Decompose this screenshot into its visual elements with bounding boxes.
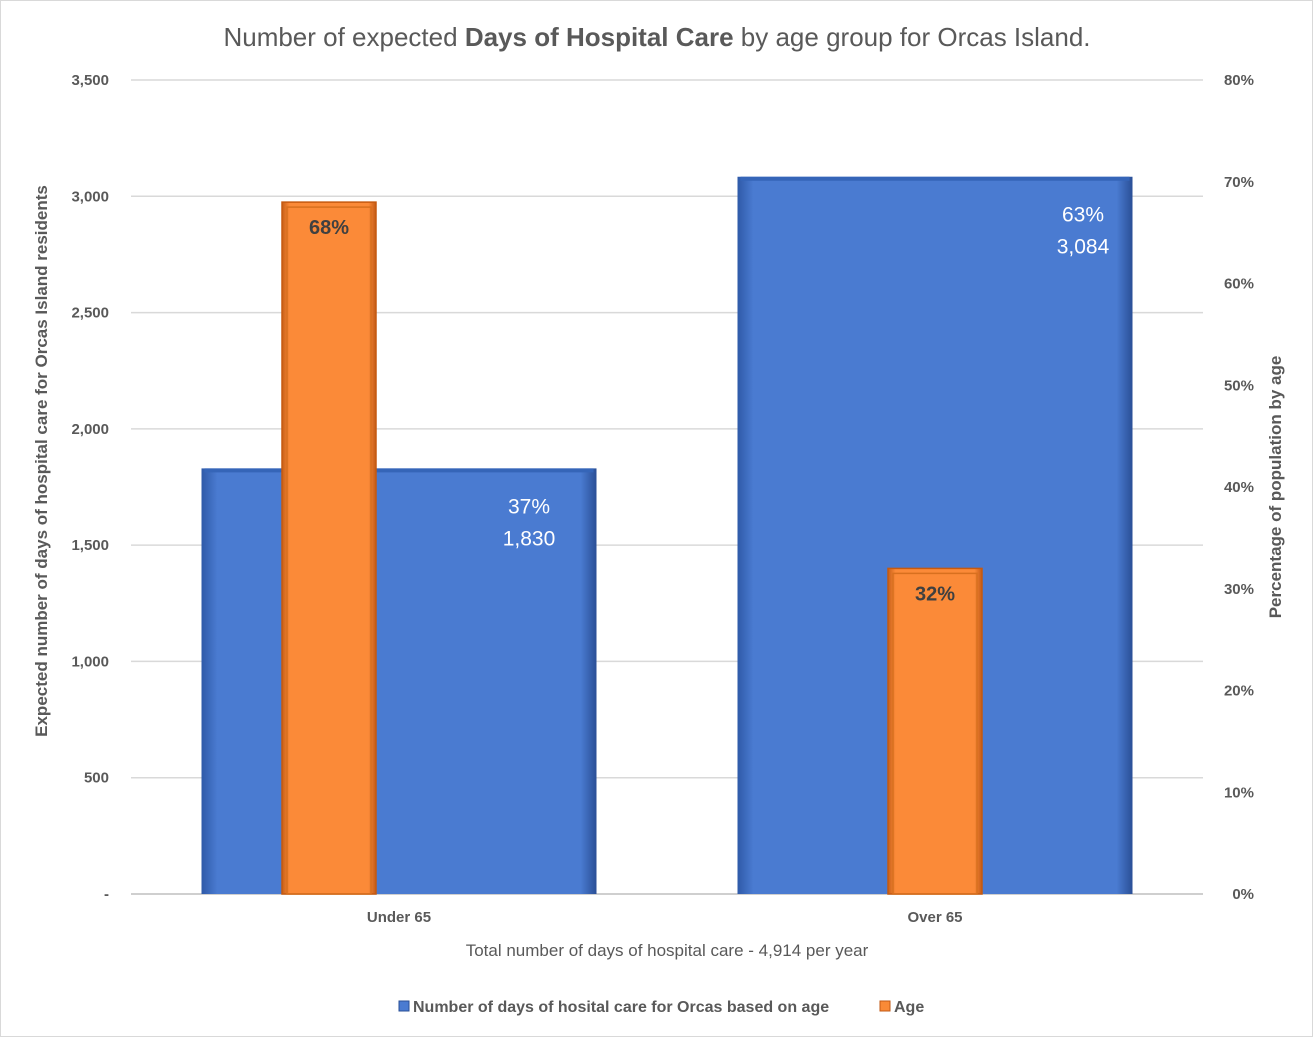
y-tick-label: 500 xyxy=(84,770,109,787)
x-axis-title: Total number of days of hospital care - … xyxy=(466,941,869,960)
tick-labels: - 500 1,000 1,500 2,000 2,500 3,000 3,500 0% 10% 2… xyxy=(71,72,1254,926)
data-labels: 37% 1,830 68% 63% 3,084 32% xyxy=(309,204,1110,606)
y-tick-label: 2,000 xyxy=(71,421,109,438)
data-label-days-pct: 63% xyxy=(1062,204,1104,227)
data-label-days-value: 1,830 xyxy=(503,527,556,550)
x-tick-label: Over 65 xyxy=(907,909,962,926)
y2-axis-title: Percentage of population by age xyxy=(1266,356,1285,619)
y2-tick-label: 30% xyxy=(1224,581,1254,598)
y2-tick-label: 20% xyxy=(1224,683,1254,700)
y2-tick-label: 40% xyxy=(1224,479,1254,496)
bar-age xyxy=(281,201,377,895)
y-tick-label: - xyxy=(104,886,109,903)
chart-title-suffix: by age group for Orcas Island. xyxy=(734,22,1091,52)
legend-swatch-age xyxy=(879,1000,891,1012)
data-label-days-value: 3,084 xyxy=(1057,236,1110,259)
bar-age-bevel xyxy=(286,206,372,895)
data-label-days-pct: 37% xyxy=(508,495,550,518)
y2-tick-label: 0% xyxy=(1232,886,1254,903)
bar-days-bevel xyxy=(740,176,1130,181)
bar-age xyxy=(887,567,983,895)
bar-days xyxy=(201,468,597,894)
y2-tick-label: 80% xyxy=(1224,72,1254,89)
y-tick-label: 1,500 xyxy=(71,537,109,554)
bars xyxy=(201,176,1133,895)
y-tick-label: 1,000 xyxy=(71,653,109,670)
bar-days-bevel xyxy=(204,468,594,473)
chart-title-bold: Days of Hospital Care xyxy=(465,22,734,52)
y-tick-label: 2,500 xyxy=(71,305,109,322)
y2-tick-label: 10% xyxy=(1224,784,1254,801)
legend-swatch-days xyxy=(398,1000,410,1012)
chart-title: Number of expected Days of Hospital Care… xyxy=(223,22,1090,52)
y-tick-label: 3,000 xyxy=(71,188,109,205)
data-label-age: 68% xyxy=(309,217,349,239)
y-tick-label: 3,500 xyxy=(71,72,109,89)
y-axis-title: Expected number of days of hospital care… xyxy=(32,185,51,737)
x-tick-label: Under 65 xyxy=(367,909,431,926)
y2-tick-label: 60% xyxy=(1224,276,1254,293)
data-label-age: 32% xyxy=(915,583,955,605)
y2-tick-label: 50% xyxy=(1224,377,1254,394)
bar-age-bevel xyxy=(892,572,978,895)
chart-title-prefix: Number of expected xyxy=(223,22,464,52)
legend-label-age: Age xyxy=(894,999,924,1016)
y2-tick-label: 70% xyxy=(1224,174,1254,191)
legend-label-days: Number of days of hosital care for Orcas… xyxy=(413,999,829,1016)
legend: Number of days of hosital care for Orcas… xyxy=(398,999,924,1016)
